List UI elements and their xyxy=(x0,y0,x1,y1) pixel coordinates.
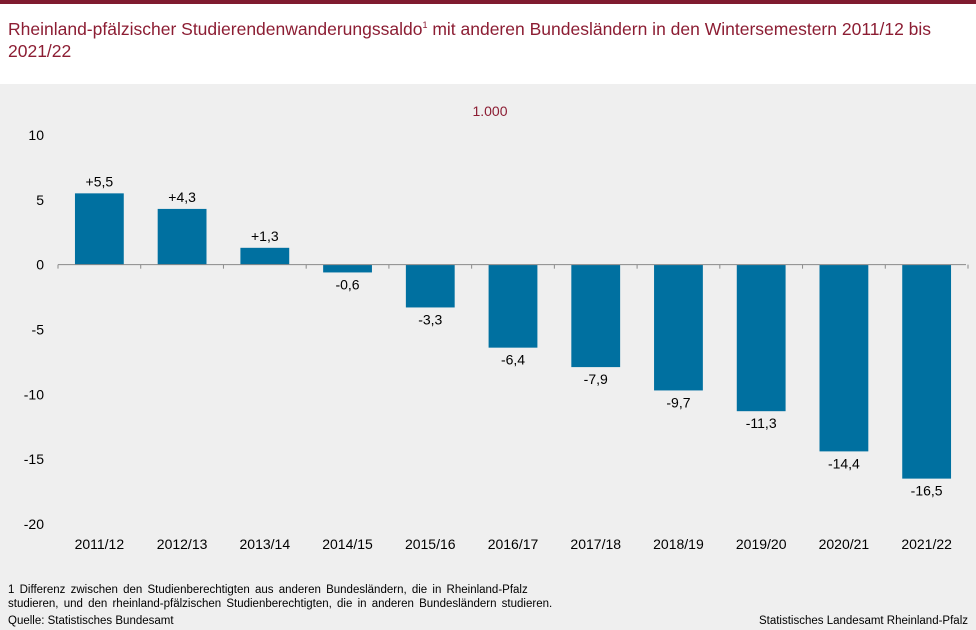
y-tick-label: -10 xyxy=(24,386,44,402)
bar xyxy=(157,208,207,265)
data-label: -3,3 xyxy=(418,311,442,327)
data-label: +5,5 xyxy=(86,173,114,189)
data-label: +1,3 xyxy=(251,228,279,244)
bar-chart: 1.000 10 5 0 -5 -10 -15 -20 +5,5 +4,3 +1,3 -0,6 -3,3… xyxy=(24,103,969,552)
bar xyxy=(819,264,869,452)
bar xyxy=(571,264,621,368)
chart-panel: 1.000 10 5 0 -5 -10 -15 -20 +5,5 +4,3 +1,3 -0,6 -3,3… xyxy=(0,84,976,630)
data-label: -6,4 xyxy=(501,352,525,368)
unit-label: 1.000 xyxy=(472,103,507,119)
bar xyxy=(405,264,455,308)
x-tick-label: 2021/22 xyxy=(901,536,952,552)
bar xyxy=(323,264,372,273)
data-label: -14,4 xyxy=(828,455,860,471)
bar xyxy=(654,264,703,391)
data-label: -11,3 xyxy=(746,415,777,431)
bar xyxy=(74,193,124,265)
data-label: -16,5 xyxy=(911,483,943,499)
x-tick-label: 2011/12 xyxy=(75,536,125,552)
top-rule xyxy=(0,0,976,4)
y-tick-label: -15 xyxy=(24,451,44,467)
chart-title-rest: mit anderen Bundesländern in den Winters… xyxy=(8,19,932,61)
data-label: +4,3 xyxy=(168,189,196,205)
data-label: -7,9 xyxy=(584,371,608,387)
y-tick-label: 5 xyxy=(36,192,44,208)
x-tick-label: 2020/21 xyxy=(819,536,870,552)
bar xyxy=(240,247,290,265)
chart-title-main: Rheinland-pfälzischer Studierendenwander… xyxy=(8,19,423,39)
y-tick-label: -5 xyxy=(32,322,45,338)
x-tick-label: 2017/18 xyxy=(570,536,621,552)
x-tick-label: 2014/15 xyxy=(322,536,373,552)
y-tick-label: 0 xyxy=(36,257,44,273)
source-note: Quelle: Statistisches Bundesamt xyxy=(8,615,174,627)
bar xyxy=(488,264,538,348)
y-tick-label: -20 xyxy=(24,516,44,532)
x-tick-label: 2018/19 xyxy=(653,536,704,552)
x-tick-label: 2015/16 xyxy=(405,536,456,552)
x-tick-label: 2012/13 xyxy=(157,536,208,552)
x-tick-label: 2019/20 xyxy=(736,536,787,552)
chart-title: Rheinland-pfälzischer Studierendenwander… xyxy=(8,14,968,62)
bar xyxy=(736,264,786,412)
footnote: 1 Differenz zwischen den Studienberechti… xyxy=(8,584,553,610)
publisher-credit: Statistisches Landesamt Rheinland-Pfalz xyxy=(758,615,968,627)
x-tick-label: 2013/14 xyxy=(240,536,291,552)
data-label: -9,7 xyxy=(666,394,690,410)
title-footnote-marker: 1 xyxy=(422,20,428,30)
data-label: -0,6 xyxy=(335,276,359,292)
bar xyxy=(902,264,952,479)
x-tick-label: 2016/17 xyxy=(488,536,539,552)
y-tick-label: 10 xyxy=(28,127,44,143)
